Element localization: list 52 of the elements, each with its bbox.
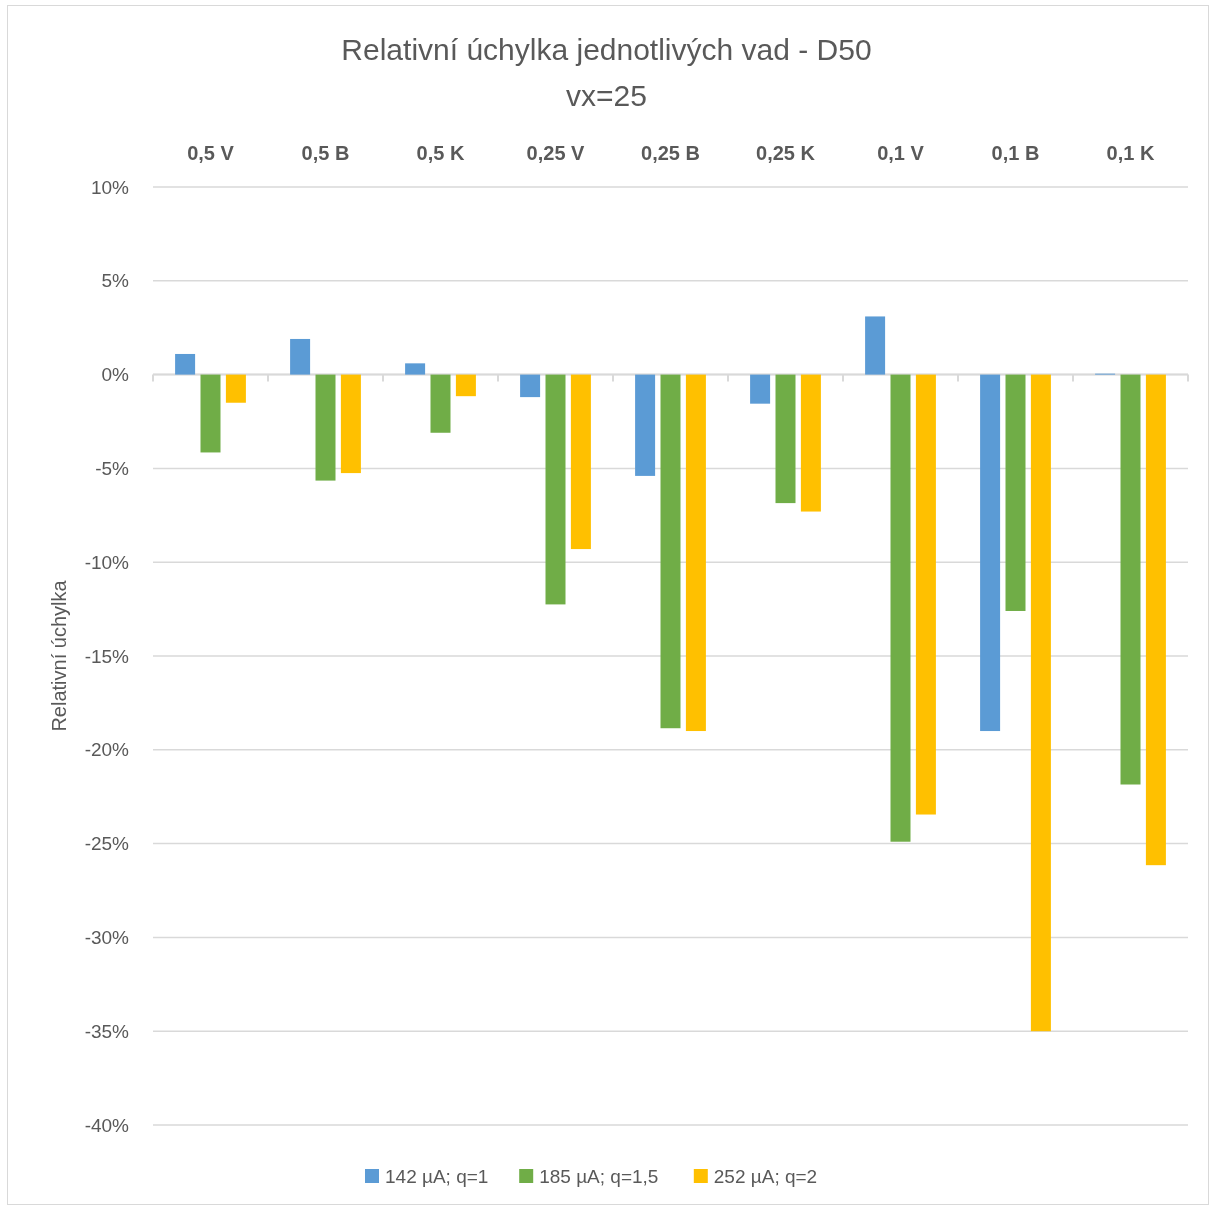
bar xyxy=(570,374,591,550)
x-tick-label: 0,5 V xyxy=(187,142,235,164)
y-tick-label: -10% xyxy=(84,551,130,573)
y-tick-label: -35% xyxy=(84,1020,130,1042)
bar xyxy=(175,353,196,375)
bar xyxy=(545,374,566,605)
bar xyxy=(340,374,361,474)
legend-label: 142 µA; q=1 xyxy=(385,1165,489,1187)
bar xyxy=(430,374,451,433)
bar xyxy=(800,374,821,512)
y-tick-label: 10% xyxy=(90,176,130,198)
y-tick-label: -20% xyxy=(84,739,130,761)
bar xyxy=(775,374,796,504)
chart-title: Relativní úchylka jednotlivých vad - D50 xyxy=(341,33,872,66)
bar xyxy=(455,374,476,397)
x-tick-label: 0,1 B xyxy=(991,142,1040,164)
y-tick-label: 0% xyxy=(101,364,130,386)
bar xyxy=(750,374,771,404)
bar xyxy=(1120,374,1141,785)
bar xyxy=(200,374,221,453)
x-tick-label: 0,25 B xyxy=(641,142,700,164)
x-tick-label: 0,1 K xyxy=(1106,142,1155,164)
bar xyxy=(405,363,426,375)
x-tick-label: 0,5 K xyxy=(416,142,465,164)
y-tick-label: -15% xyxy=(84,645,130,667)
y-tick-label: -5% xyxy=(95,458,130,480)
bar xyxy=(1030,374,1051,1032)
x-tick-label: 0,25 V xyxy=(526,142,586,164)
bar xyxy=(915,374,936,815)
bar xyxy=(685,374,706,732)
bar xyxy=(1145,374,1166,866)
x-tick-label: 0,1 V xyxy=(877,142,925,164)
bar xyxy=(1005,374,1026,611)
bar xyxy=(225,374,246,403)
bar xyxy=(890,374,911,842)
y-tick-label: -30% xyxy=(84,927,130,949)
x-tick-label: 0,25 K xyxy=(756,142,816,164)
y-tick-label: 5% xyxy=(101,270,130,292)
legend-label: 252 µA; q=2 xyxy=(713,1165,818,1187)
y-axis-title: Relativní úchylka xyxy=(48,579,70,732)
bar xyxy=(290,338,311,375)
y-tick-label: -40% xyxy=(84,1114,130,1136)
bar xyxy=(865,316,886,375)
bar xyxy=(660,374,681,729)
legend-label: 185 µA; q=1,5 xyxy=(539,1165,659,1187)
y-tick-label: -25% xyxy=(84,833,130,855)
chart-subtitle: vx=25 xyxy=(566,79,647,112)
bar xyxy=(635,374,656,476)
bar xyxy=(980,374,1001,732)
bar xyxy=(315,374,336,481)
x-tick-label: 0,5 B xyxy=(301,142,350,164)
bar xyxy=(520,374,541,398)
